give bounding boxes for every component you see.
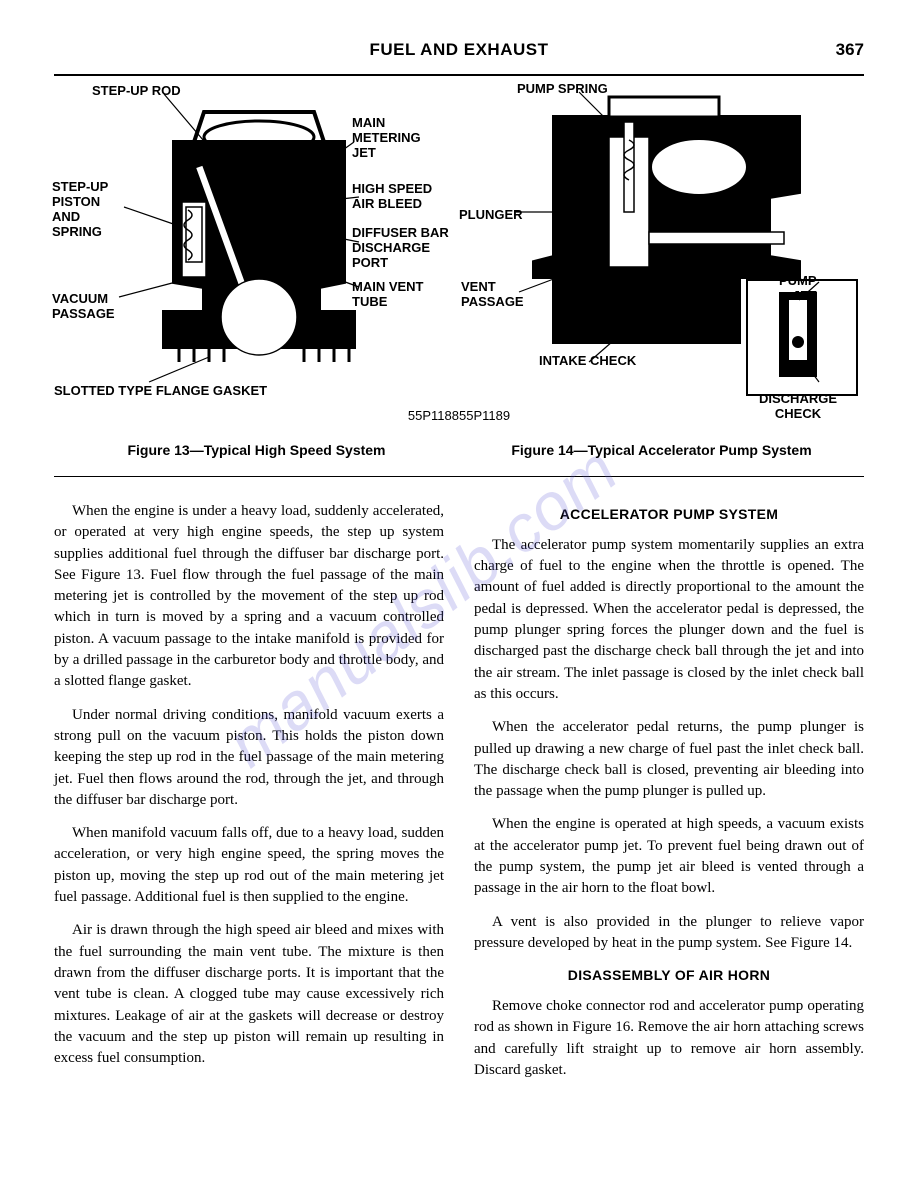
body-paragraph: Air is drawn through the high speed air … (54, 920, 444, 1069)
label-slotted-flange: SLOTTED TYPE FLANGE GASKET (54, 384, 267, 399)
label-main-vent-tube: MAIN VENT TUBE (352, 280, 424, 310)
page-number: 367 (836, 40, 864, 60)
figure-13-caption: Figure 13—Typical High Speed System (54, 442, 459, 458)
section-divider (54, 476, 864, 477)
body-paragraph: When the engine is under a heavy load, s… (54, 501, 444, 693)
section-heading: ACCELERATOR PUMP SYSTEM (474, 505, 864, 525)
body-paragraph: Under normal driving conditions, manifol… (54, 705, 444, 811)
body-paragraph: When manifold vacuum falls off, due to a… (54, 823, 444, 908)
figure-13-id: 55P1188 (408, 408, 459, 423)
figure-14: PUMP SPRING PLUNGER VENT PASSAGE INTAKE … (459, 82, 864, 458)
label-step-up-piston: STEP-UP PISTON AND SPRING (52, 180, 108, 240)
column-right: ACCELERATOR PUMP SYSTEM The accelerator … (474, 501, 864, 1093)
section-heading: DISASSEMBLY OF AIR HORN (474, 966, 864, 986)
label-pump-spring: PUMP SPRING (517, 82, 608, 97)
figure-14-id: 55P1189 (459, 408, 510, 423)
body-paragraph: Remove choke connector rod and accelerat… (474, 996, 864, 1081)
body-paragraph: The accelerator pump system momentarily … (474, 535, 864, 705)
header-title: FUEL AND EXHAUST (370, 40, 549, 60)
column-left: When the engine is under a heavy load, s… (54, 501, 444, 1093)
label-plunger: PLUNGER (459, 208, 523, 223)
label-high-speed-air-bleed: HIGH SPEED AIR BLEED (352, 182, 432, 212)
body-paragraph: When the accelerator pedal returns, the … (474, 717, 864, 802)
label-step-up-rod: STEP-UP ROD (92, 84, 181, 99)
body-columns: When the engine is under a heavy load, s… (54, 501, 864, 1093)
label-main-metering-jet: MAIN METERING JET (352, 116, 421, 161)
label-discharge-check: DISCHARGE CHECK (759, 392, 837, 422)
page-header: FUEL AND EXHAUST 367 (54, 40, 864, 76)
page: FUEL AND EXHAUST 367 manualslib.com (0, 0, 918, 1188)
label-diffuser-bar: DIFFUSER BAR DISCHARGE PORT (352, 226, 449, 271)
figure-row: STEP-UP ROD STEP-UP PISTON AND SPRING VA… (54, 76, 864, 458)
body-paragraph: A vent is also provided in the plunger t… (474, 912, 864, 955)
label-intake-check: INTAKE CHECK (539, 354, 636, 369)
label-pump-jet: PUMP JET (779, 274, 817, 304)
label-vent-passage: VENT PASSAGE (461, 280, 524, 310)
figure-14-caption: Figure 14—Typical Accelerator Pump Syste… (459, 442, 864, 458)
figure-14-diagram (459, 82, 864, 412)
figure-13: STEP-UP ROD STEP-UP PISTON AND SPRING VA… (54, 82, 459, 458)
body-paragraph: When the engine is operated at high spee… (474, 814, 864, 899)
label-vacuum-passage: VACUUM PASSAGE (52, 292, 115, 322)
